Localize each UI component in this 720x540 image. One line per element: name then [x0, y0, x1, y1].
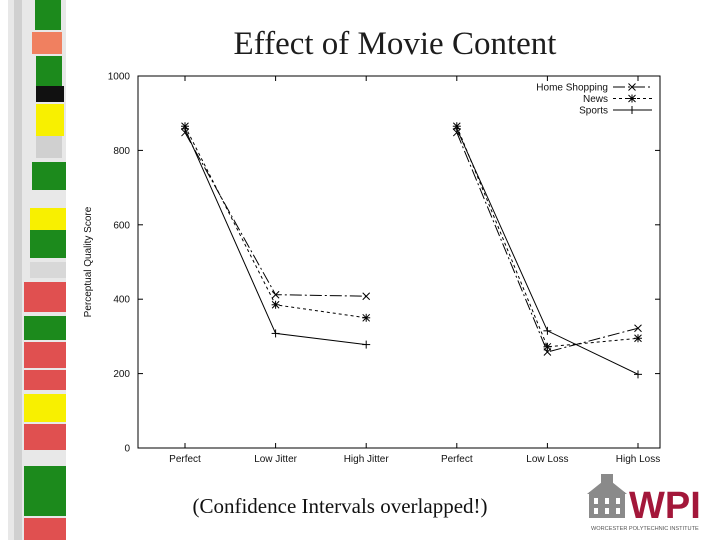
- data-point-sports: [271, 329, 280, 338]
- x-tick-label: Perfect: [169, 454, 201, 465]
- y-tick-label: 200: [113, 369, 130, 380]
- data-point-home-shopping: [271, 290, 280, 299]
- slide-title: Effect of Movie Content: [233, 26, 557, 62]
- line-chart: 0 200 400 600 800 1000 Perfect Low Jitter High J…: [72, 64, 672, 472]
- y-tick-label: 400: [113, 295, 130, 306]
- legend-marker: [628, 106, 636, 114]
- logo-wordmark: WPI: [629, 485, 701, 527]
- logo-tagline: WORCESTER POLYTECHNIC INSTITUTE: [591, 526, 699, 532]
- data-point-news: [543, 342, 552, 351]
- y-tick-label: 600: [113, 220, 130, 231]
- y-axis-label: Perceptual Quality Score: [83, 206, 94, 317]
- data-point-news: [362, 313, 371, 322]
- y-tick-label: 0: [124, 444, 130, 455]
- wpi-logo: WPI WORCESTER POLYTECHNIC INSTITUTE: [587, 474, 701, 532]
- plot-frame: [137, 75, 661, 449]
- decorative-stripe: [8, 0, 66, 540]
- legend-label: Home Shopping: [536, 83, 608, 94]
- x-tick-label: Low Jitter: [254, 454, 297, 465]
- data-point-sports: [362, 340, 371, 349]
- data-point-sports: [452, 124, 461, 133]
- slide-caption: (Confidence Intervals overlapped!): [192, 494, 488, 518]
- data-point-home-shopping: [634, 324, 642, 333]
- x-tick-label: Perfect: [441, 454, 473, 465]
- legend-marker: [628, 83, 636, 91]
- legend-marker: [628, 94, 636, 103]
- y-tick-label: 1000: [108, 72, 131, 83]
- data-point-sports: [181, 124, 189, 133]
- legend-label: News: [583, 94, 608, 105]
- x-tick-label: Low Loss: [526, 454, 568, 465]
- series-line-news: [456, 126, 639, 348]
- x-tick-label: High Jitter: [344, 454, 390, 465]
- data-point-home-shopping: [362, 292, 371, 301]
- data-point-sports: [634, 370, 642, 379]
- data-point-sports: [543, 326, 552, 335]
- legend-label: Sports: [579, 106, 608, 117]
- data-point-news: [271, 300, 280, 309]
- data-point-news: [634, 334, 642, 343]
- x-tick-label: High Loss: [616, 454, 660, 465]
- y-tick-label: 800: [113, 146, 130, 157]
